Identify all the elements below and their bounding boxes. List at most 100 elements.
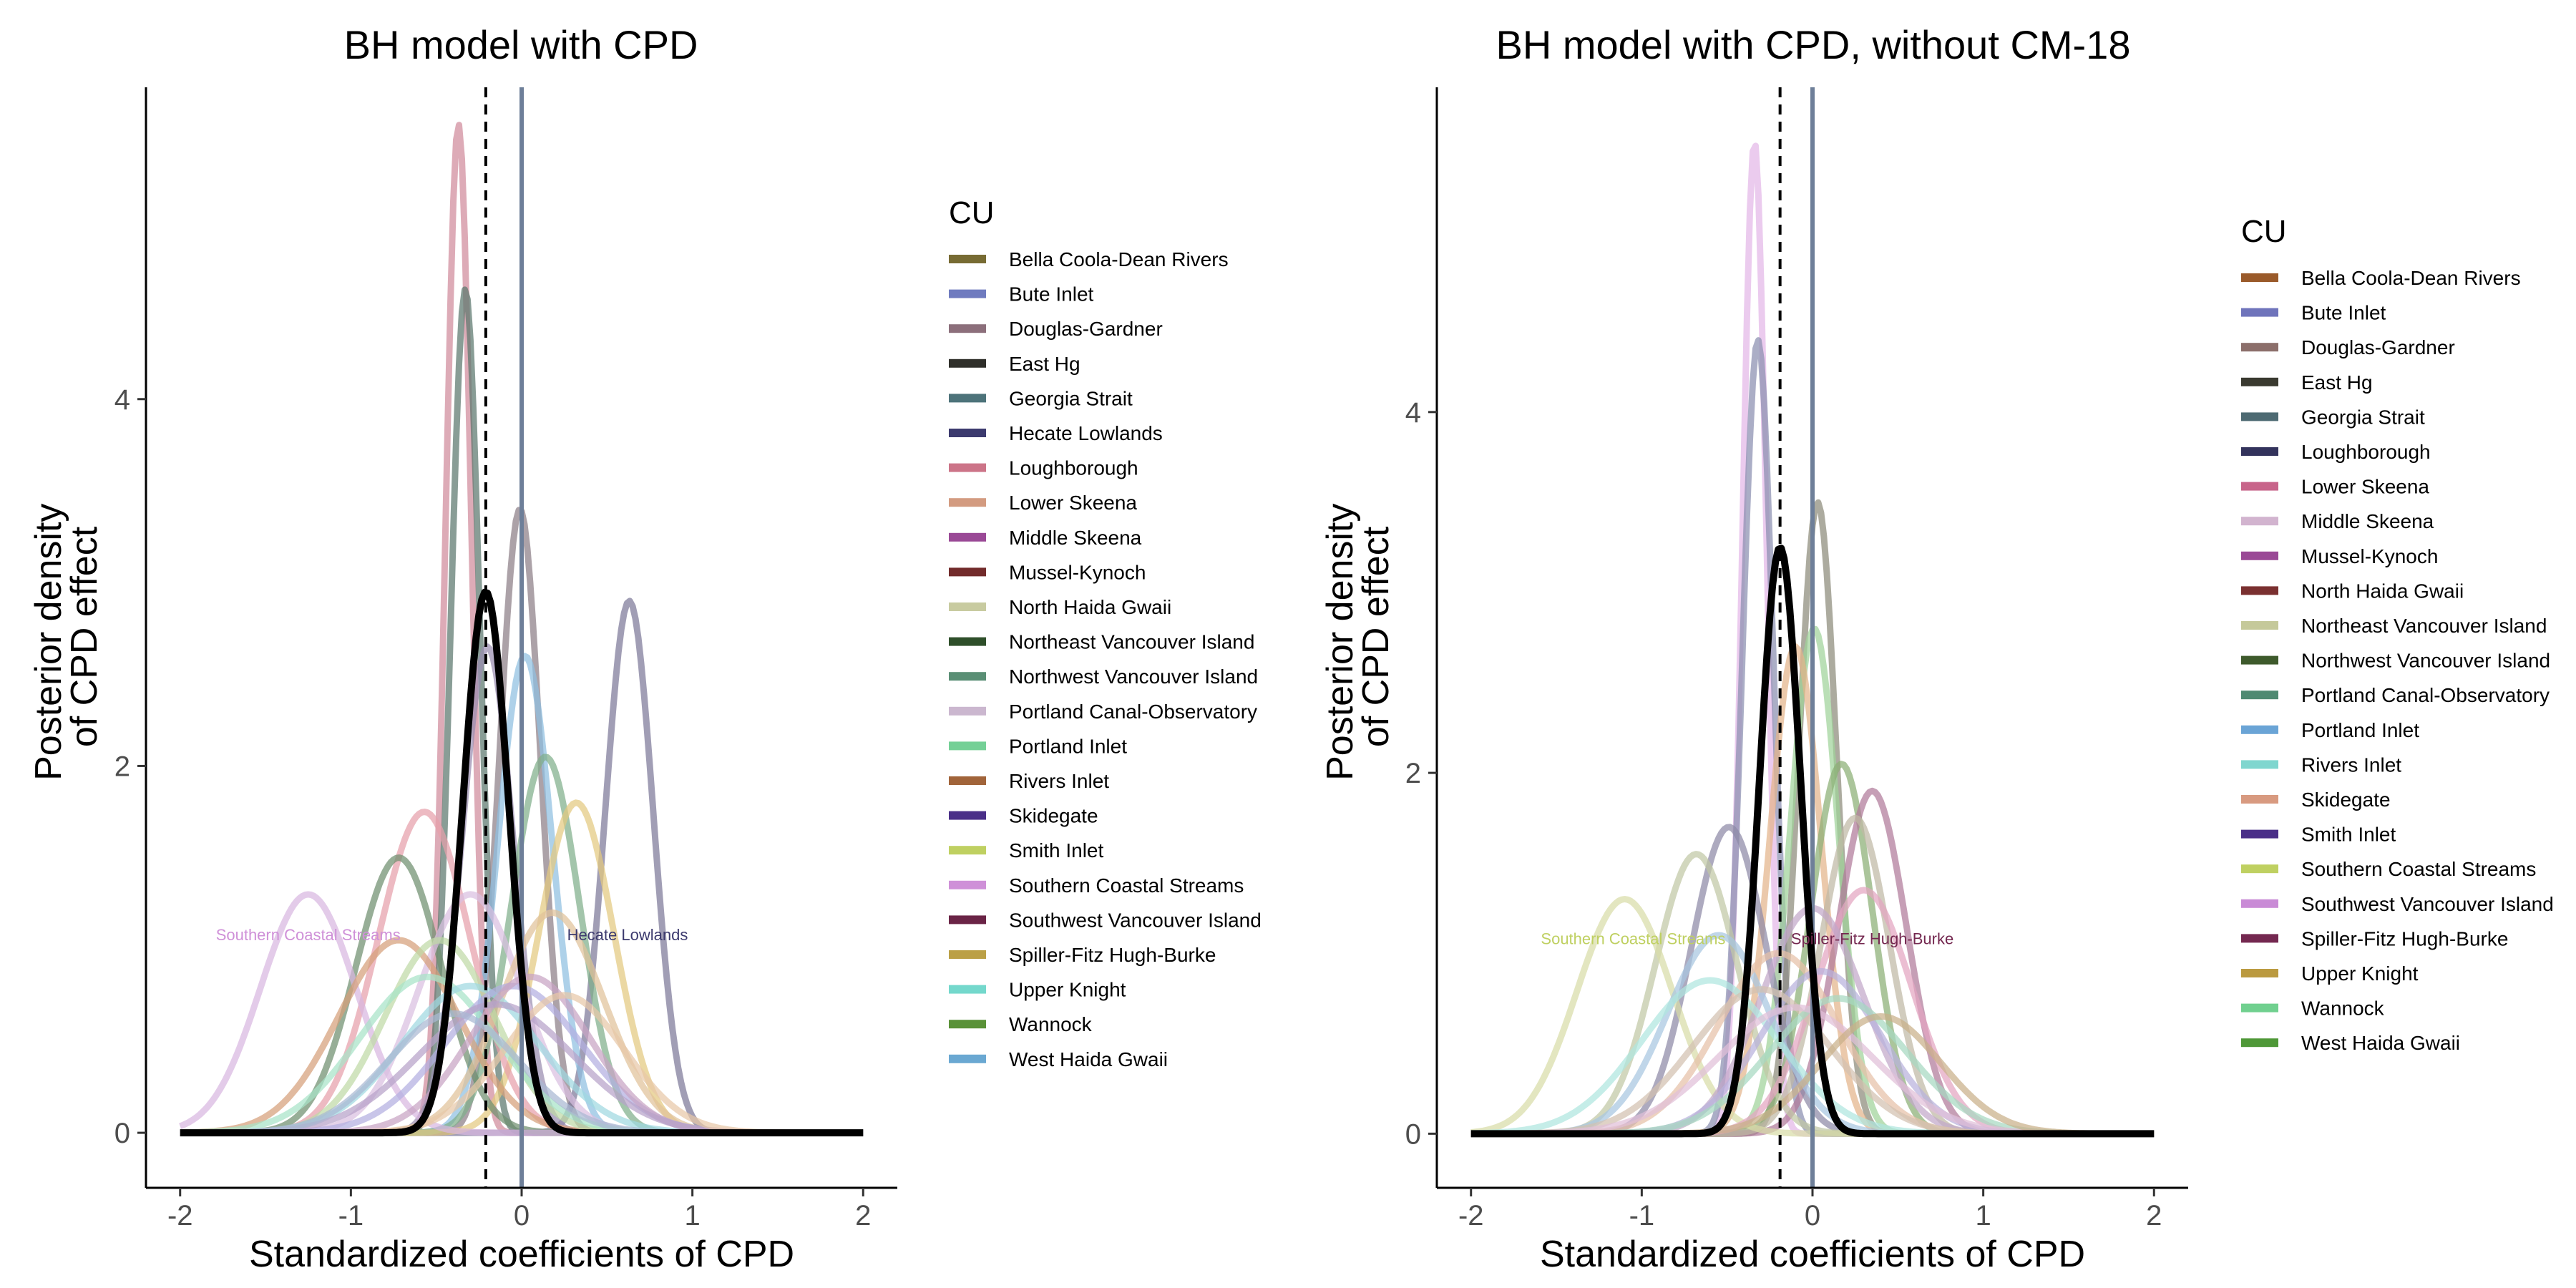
legend-swatch [2241, 308, 2278, 317]
y-tick-label: 4 [114, 384, 130, 416]
legend-items: Bella Coola-Dean Rivers Bute Inlet Douglas… [2241, 267, 2554, 1054]
legend-label: Northwest Vancouver Island [1009, 665, 1258, 688]
legend-label: Georgia Strait [1009, 387, 1133, 409]
legend-label: North Haida Gwaii [2301, 580, 2464, 602]
x-tick-label: 0 [1805, 1200, 1820, 1231]
legend-swatch [949, 985, 986, 994]
legend-label: Southern Coastal Streams [1009, 874, 1244, 897]
legend-label: North Haida Gwaii [1009, 596, 1171, 618]
x-tick-layer: -2 -1 0 1 2 [167, 1188, 871, 1231]
y-tick-label: 0 [114, 1118, 130, 1149]
legend-label: Bella Coola-Dean Rivers [1009, 248, 1229, 270]
legend-label: Douglas-Gardner [1009, 318, 1163, 340]
legend-label: West Haida Gwaii [2301, 1032, 2460, 1054]
legend-title: CU [2241, 214, 2287, 249]
y-tick-layer: 0 2 4 [1405, 397, 1437, 1150]
legend-swatch [2241, 760, 2278, 769]
y-axis-label: Posterior density of CPD effect [1319, 493, 1397, 781]
legend-label: Mussel-Kynoch [2301, 545, 2438, 567]
y-axis-label-line-1: Posterior density [1319, 504, 1361, 781]
x-tick-layer: -2 -1 0 1 2 [1458, 1188, 2162, 1231]
legend-label: Portland Inlet [1009, 735, 1127, 757]
y-tick-label: 4 [1405, 397, 1421, 429]
legend-label: Portland Canal-Observatory [1009, 701, 1257, 723]
legend-swatch [949, 811, 986, 820]
legend-label: Bute Inlet [2301, 302, 2386, 324]
x-tick-label: 1 [1976, 1200, 1991, 1231]
legend-label: Bute Inlet [1009, 283, 1094, 306]
legend-swatch [2241, 482, 2278, 491]
legend-swatch [2241, 447, 2278, 456]
curve-annotation: Hecate Lowlands [567, 926, 688, 944]
legend-label: Southern Coastal Streams [2301, 858, 2536, 880]
legend-label: Spiller-Fitz Hugh-Burke [2301, 927, 2508, 950]
legend-swatch [949, 358, 986, 368]
x-tick-label: 1 [685, 1200, 701, 1231]
x-tick-label: -2 [167, 1200, 193, 1231]
overall-density-layer [1470, 545, 2155, 1138]
overall-density-layer [179, 588, 864, 1137]
y-axis-label: Posterior density of CPD effect [28, 493, 105, 781]
legend-swatch [949, 602, 986, 611]
legend-swatch [2241, 1038, 2278, 1048]
y-axis-label-line-1: Posterior density [28, 504, 69, 781]
legend-swatch [2241, 829, 2278, 839]
legend-label: Lower Skeena [2301, 476, 2429, 498]
legend-swatch [949, 463, 986, 472]
legend-swatch [2241, 343, 2278, 352]
legend-swatch [2241, 377, 2278, 386]
legend-label: Middle Skeena [1009, 527, 1142, 549]
legend-label: Douglas-Gardner [2301, 336, 2455, 358]
legend-swatch [949, 498, 986, 507]
legend-label: Spiller-Fitz Hugh-Burke [1009, 944, 1216, 966]
legend-swatch [949, 915, 986, 924]
legend-label: Rivers Inlet [2301, 753, 2401, 776]
legend-title: CU [949, 195, 995, 230]
legend-label: Portland Inlet [2301, 719, 2419, 741]
curve-annotation: Southern Coastal Streams [216, 926, 401, 944]
chart-title: BH model with CPD [344, 22, 698, 67]
legend-label: Rivers Inlet [1009, 770, 1109, 792]
y-tick-layer: 0 2 4 [114, 384, 146, 1149]
legend-swatch [949, 672, 986, 681]
legend-label: Hecate Lowlands [1009, 422, 1163, 444]
x-axis-label: Standardized coefficients of CPD [249, 1234, 794, 1275]
legend-label: Northeast Vancouver Island [2301, 615, 2547, 637]
legend-swatch [2241, 551, 2278, 560]
legend: CU Bella Coola-Dean Rivers Bute Inlet Doug… [949, 195, 1262, 1070]
legend-swatch [949, 532, 986, 542]
legend-swatch [949, 706, 986, 716]
legend-swatch [2241, 899, 2278, 908]
y-axis: 0 2 4 [114, 87, 147, 1188]
legend-swatch [2241, 412, 2278, 421]
x-axis: -2 -1 0 1 2 [146, 1186, 897, 1231]
legend-items: Bella Coola-Dean Rivers Bute Inlet Douglas… [949, 248, 1262, 1070]
legend-swatch [949, 880, 986, 889]
x-tick-label: 0 [514, 1200, 530, 1231]
legend-swatch [2241, 691, 2278, 700]
chart-panel-1: BH model with CPD Southern Coastal Strea… [28, 22, 1262, 1275]
legend: CU Bella Coola-Dean Rivers Bute Inlet Doug… [2241, 214, 2554, 1054]
legend-swatch [949, 741, 986, 751]
overall-density-curve [1470, 545, 2155, 1138]
legend-label: Northeast Vancouver Island [1009, 631, 1254, 653]
annotation-layer: Southern Coastal Streams Hecate Lowlands [216, 926, 688, 944]
legend-swatch [949, 394, 986, 403]
legend-swatch [2241, 969, 2278, 977]
legend-swatch [949, 846, 986, 855]
y-tick-label: 0 [1405, 1118, 1421, 1150]
legend-label: Bella Coola-Dean Rivers [2301, 267, 2521, 289]
legend-label: East Hg [2301, 371, 2373, 394]
x-tick-label: -1 [1629, 1200, 1655, 1231]
legend-swatch [2241, 725, 2278, 734]
legend-label: East Hg [1009, 353, 1080, 375]
curve-annotation: Spiller-Fitz Hugh-Burke [1791, 930, 1953, 948]
legend-label: Southwest Vancouver Island [1009, 909, 1262, 931]
y-axis-label-line-2: of CPD effect [1355, 526, 1397, 747]
legend-swatch [949, 1054, 986, 1063]
chart-panel-2: BH model with CPD, without CM-18 Souther… [1319, 22, 2554, 1275]
legend-label: Loughborough [1009, 457, 1138, 479]
legend-label: Skidegate [1009, 805, 1098, 827]
legend-swatch [949, 950, 986, 959]
legend-label: Georgia Strait [2301, 406, 2425, 428]
